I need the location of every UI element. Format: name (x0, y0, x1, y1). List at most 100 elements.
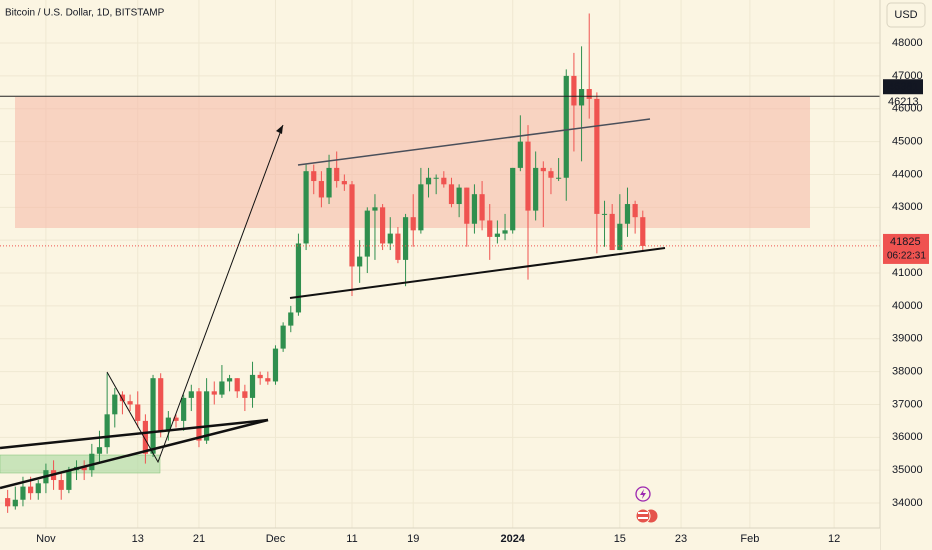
candle-body (402, 217, 409, 260)
x-tick-label: Dec (266, 533, 286, 545)
candle-body (272, 348, 279, 382)
candle-body (288, 312, 294, 326)
candle-body (12, 499, 18, 507)
candle-body (548, 171, 554, 178)
candle-body (479, 194, 485, 221)
candle-body (295, 243, 302, 313)
candle-body (364, 210, 370, 257)
y-tick-label: 34000 (892, 497, 923, 509)
candle-body (173, 417, 179, 421)
candle-body (96, 447, 103, 454)
candle-body (433, 177, 439, 179)
candle-body (257, 374, 263, 379)
y-tick-label: 43000 (892, 201, 923, 213)
projection-path (106, 124, 284, 464)
candle-body (280, 325, 286, 349)
y-tick-label: 41000 (892, 267, 923, 279)
candle-body (594, 98, 600, 214)
candle-body (142, 420, 148, 454)
candle-body (540, 167, 546, 172)
candle-body (571, 75, 577, 106)
candle-body (418, 184, 424, 231)
event-icon[interactable] (635, 508, 651, 524)
candle-body (380, 207, 386, 244)
candle-body (89, 453, 95, 471)
candle-body (249, 374, 256, 398)
y-tick-label: 35000 (892, 464, 923, 476)
x-tick-label: 11 (346, 533, 357, 545)
candle-body (112, 394, 118, 415)
candle-body (494, 233, 500, 237)
candle-body (234, 378, 240, 392)
candle-body (425, 177, 432, 185)
candle-body (35, 483, 41, 494)
y-tick-label: 46000 (892, 103, 923, 115)
candle-body (226, 378, 233, 382)
candle-body (349, 184, 355, 267)
candle-body (601, 213, 608, 215)
candle-body (357, 256, 363, 267)
candle-body (28, 486, 34, 494)
candle-body (334, 167, 340, 182)
x-tick-label: 13 (132, 533, 144, 545)
candle-body (510, 167, 516, 231)
candle-body (104, 414, 110, 448)
candle-body (464, 187, 470, 224)
candle-body (326, 167, 332, 198)
last-price-box (883, 233, 929, 264)
candle-body (211, 391, 217, 395)
candle-body (586, 89, 592, 99)
level-label: 46381 (888, 81, 919, 93)
overlay (0, 95, 880, 247)
arrow-head (276, 125, 283, 134)
x-tick-label: 12 (828, 533, 840, 545)
candle-body (624, 204, 631, 224)
flag-stripe (638, 517, 648, 519)
candle-body (372, 207, 378, 211)
channel-top (297, 118, 651, 166)
candle-body (441, 177, 447, 185)
candle-body (609, 213, 615, 251)
candle-body (219, 381, 225, 395)
flag-stripe (638, 512, 648, 514)
x-tick-label: Feb (740, 533, 759, 545)
candle-body (5, 498, 11, 507)
candle-body (188, 391, 194, 398)
candle-body (242, 391, 248, 398)
candle-body (533, 167, 539, 211)
candle-body (196, 391, 202, 441)
candle-body (165, 417, 171, 431)
currency-button[interactable] (886, 2, 926, 28)
x-tick-label: 23 (675, 533, 687, 545)
candle-body (81, 466, 87, 471)
x-tick-label: 19 (407, 533, 419, 545)
candle-body (617, 223, 623, 251)
y-tick-label: 44000 (892, 168, 923, 180)
y-tick-label: 45000 (892, 136, 923, 148)
candle-body (135, 404, 141, 421)
candle-body (58, 480, 64, 490)
channel-bottom (289, 247, 666, 299)
candle-body (487, 220, 493, 237)
x-tick-label: 21 (193, 533, 205, 545)
candle-body (303, 171, 309, 244)
x-tick-label: 15 (614, 533, 626, 545)
candle-body (318, 181, 324, 198)
level-label: 46213 (888, 96, 919, 108)
candle-body (578, 89, 585, 106)
candle-body (387, 233, 393, 244)
y-tick-label: 47000 (892, 70, 923, 82)
candle-body (311, 171, 317, 182)
candle-body (204, 391, 210, 441)
x-tick-label: Nov (36, 533, 56, 545)
candle-body (632, 204, 638, 218)
currency[interactable]: USD (894, 9, 917, 21)
countdown-label: 06:22:31 (887, 251, 926, 262)
symbol-title: Bitcoin / U.S. Dollar, 1D, BITSTAMP (5, 8, 165, 19)
last-price-label: 41825 (890, 236, 921, 248)
candles (5, 13, 646, 513)
candle-body (66, 470, 72, 490)
candle-body (456, 187, 462, 205)
